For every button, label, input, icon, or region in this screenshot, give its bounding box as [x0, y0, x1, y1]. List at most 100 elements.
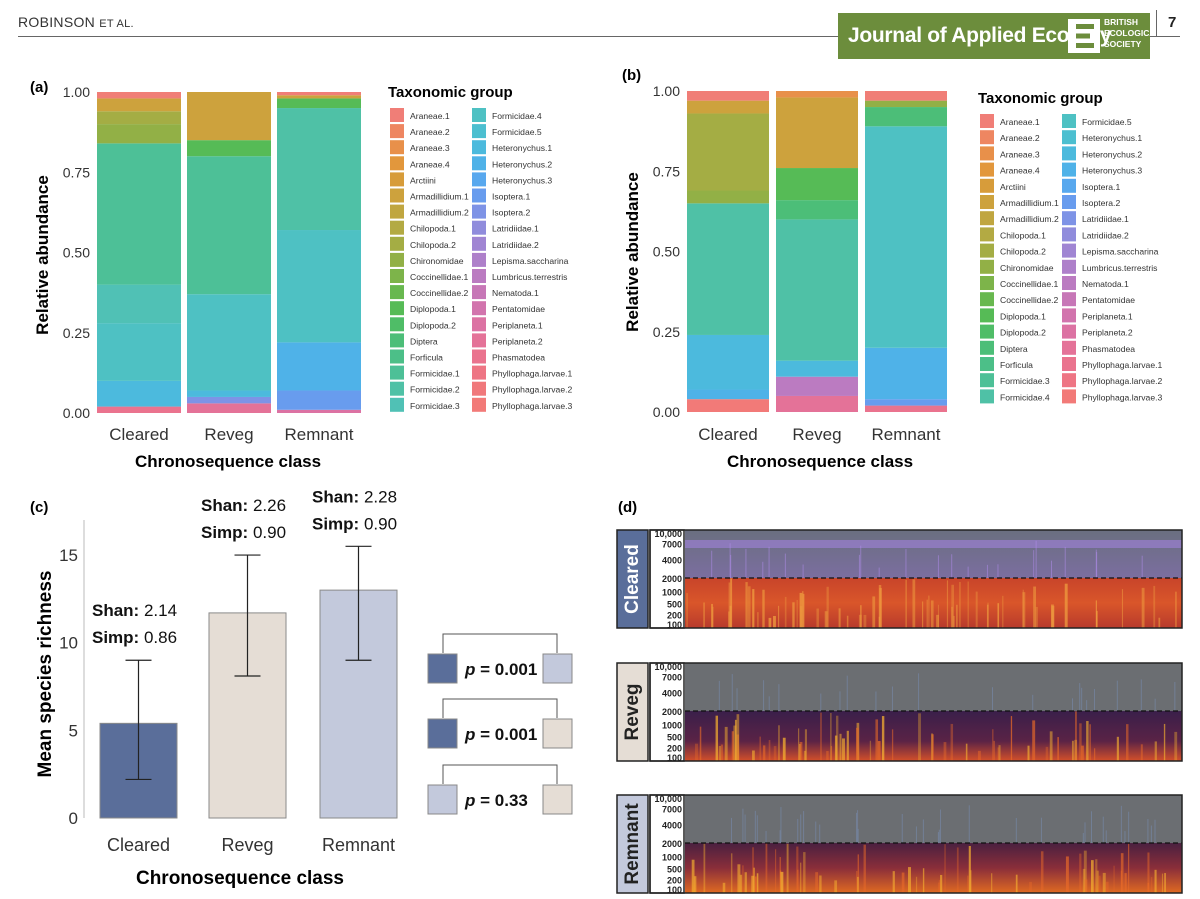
spectrogram-streak-upper	[756, 815, 758, 844]
legend-label: Heteronychus.1	[492, 143, 552, 153]
spectrogram-streak-upper	[901, 813, 903, 844]
legend-swatch	[472, 220, 486, 235]
spectrogram-streak	[800, 862, 802, 893]
frequency-tick: 2000	[662, 707, 682, 717]
comparison-swatch-left	[427, 784, 458, 815]
spectrogram-streak	[987, 602, 989, 628]
spectrogram-streak	[968, 846, 971, 893]
frequency-tick: 100	[667, 753, 682, 763]
stack-segment	[776, 360, 858, 377]
legend-swatch	[472, 236, 486, 251]
spectrogram-emission-band	[685, 540, 1182, 548]
spectrogram-streak	[931, 733, 933, 761]
spectrogram-streak	[752, 750, 755, 761]
spectrogram-streak	[1032, 720, 1036, 761]
stack-segment	[97, 124, 181, 144]
stack-segment	[97, 323, 181, 381]
spectrogram-streak-upper	[729, 543, 731, 579]
spectrogram-streak	[1022, 592, 1026, 628]
stack-segment	[776, 91, 858, 98]
legend-label: Diplopoda.2	[410, 320, 456, 330]
spectrogram-streak	[722, 882, 726, 893]
legend-swatch	[1062, 259, 1076, 274]
spectrogram-streak	[908, 867, 911, 893]
spectrogram-streak	[718, 746, 722, 761]
spectrogram-streak	[1154, 869, 1157, 893]
legend-swatch	[980, 130, 994, 145]
panel-a-label: (a)	[30, 79, 48, 96]
stack-segment	[97, 406, 181, 413]
legend-label: Forficula	[410, 353, 443, 363]
comparison-bracket	[442, 764, 558, 784]
panel-c-xlabel: Chronosequence class	[136, 868, 344, 889]
spectrogram-streak-upper	[765, 830, 767, 844]
legend-label: Armadillidium.2	[1000, 214, 1059, 224]
legend-swatch	[980, 146, 994, 161]
spectrogram-streak	[803, 750, 807, 761]
spectrogram-streak	[936, 614, 939, 628]
spectrogram-streak	[1071, 740, 1074, 761]
legend-swatch	[1062, 162, 1076, 177]
ytick-label: 0.00	[63, 405, 90, 421]
legend-swatch	[980, 162, 994, 177]
stack-segment	[187, 156, 271, 295]
spectrogram-streak	[773, 616, 776, 628]
spectrogram-streak	[1120, 853, 1124, 893]
category-label: Reveg	[792, 425, 841, 444]
spectrogram-streak	[997, 603, 1000, 628]
legend-swatch	[1062, 292, 1076, 307]
stack-segment	[187, 92, 271, 141]
legend-label: Forficula	[1000, 360, 1033, 370]
shannon-annotation: Shan: 2.26	[201, 496, 286, 515]
spectrogram-streak	[857, 876, 859, 893]
author-name: ROBINSON	[18, 14, 96, 30]
spectrogram-streak	[1064, 583, 1068, 628]
spectrogram-streak-upper	[730, 554, 732, 579]
category-label: Remnant	[322, 835, 395, 855]
ytick-label: 0.75	[653, 163, 680, 179]
spectrogram-streak	[759, 736, 761, 761]
spectrogram-streak	[1154, 741, 1157, 761]
legend-swatch	[980, 357, 994, 371]
spectrogram-streak	[775, 849, 777, 893]
spectrogram-streak-upper	[997, 564, 999, 579]
legend-label: Diplopoda.1	[410, 304, 456, 314]
legend-swatch	[390, 236, 404, 251]
legend-swatch	[1062, 389, 1076, 404]
legend-label: Chilopoda.2	[1000, 247, 1046, 257]
ytick-label: 0.25	[63, 325, 90, 341]
spectrogram-streak	[754, 876, 757, 893]
spectrogram-streak	[729, 605, 732, 628]
spectrogram-streak-upper	[780, 807, 782, 844]
spectrogram-streak	[912, 579, 916, 628]
legend-label: Latridiidae.1	[1082, 214, 1129, 224]
spectrogram-streak-upper	[1091, 811, 1093, 844]
spectrogram-streak-upper	[878, 567, 880, 579]
ytick-label: 1.00	[653, 83, 680, 99]
spectrogram-streak	[733, 725, 737, 761]
legend-label: Chilopoda.1	[410, 224, 456, 234]
panel-c-comparisons: p = 0.001 p = 0.001 p = 0.33	[427, 633, 573, 815]
spectrogram-streak	[878, 584, 882, 628]
spectrogram-streak	[959, 582, 961, 628]
legend-label: Formicidae.2	[410, 385, 460, 395]
spectrogram-streak	[693, 876, 697, 893]
frequency-tick: 200	[667, 875, 682, 885]
panel-b-ylabel: Relative abundance	[623, 172, 642, 332]
spectrogram-streak	[779, 857, 781, 893]
legend-label: Formicidae.4	[1000, 392, 1050, 402]
category-label: Reveg	[221, 835, 273, 855]
spectrogram-streak-upper	[1064, 546, 1066, 579]
spectrogram-streak	[1010, 716, 1013, 761]
spectrogram-streak-upper	[937, 832, 939, 844]
spectrogram-streak	[691, 859, 695, 893]
spectrogram-streak	[784, 596, 787, 628]
spectrogram-streak-upper	[1174, 681, 1176, 712]
shannon-annotation: Shan: 2.14	[92, 601, 177, 620]
spectrogram-streak	[841, 738, 845, 761]
category-label: Reveg	[204, 425, 253, 444]
legend-label: Heteronychus.3	[492, 175, 552, 185]
legend-label: Heteronychus.1	[1082, 133, 1142, 143]
legend-label: Isoptera.1	[492, 192, 530, 202]
ytick-label: 0.50	[653, 244, 680, 260]
